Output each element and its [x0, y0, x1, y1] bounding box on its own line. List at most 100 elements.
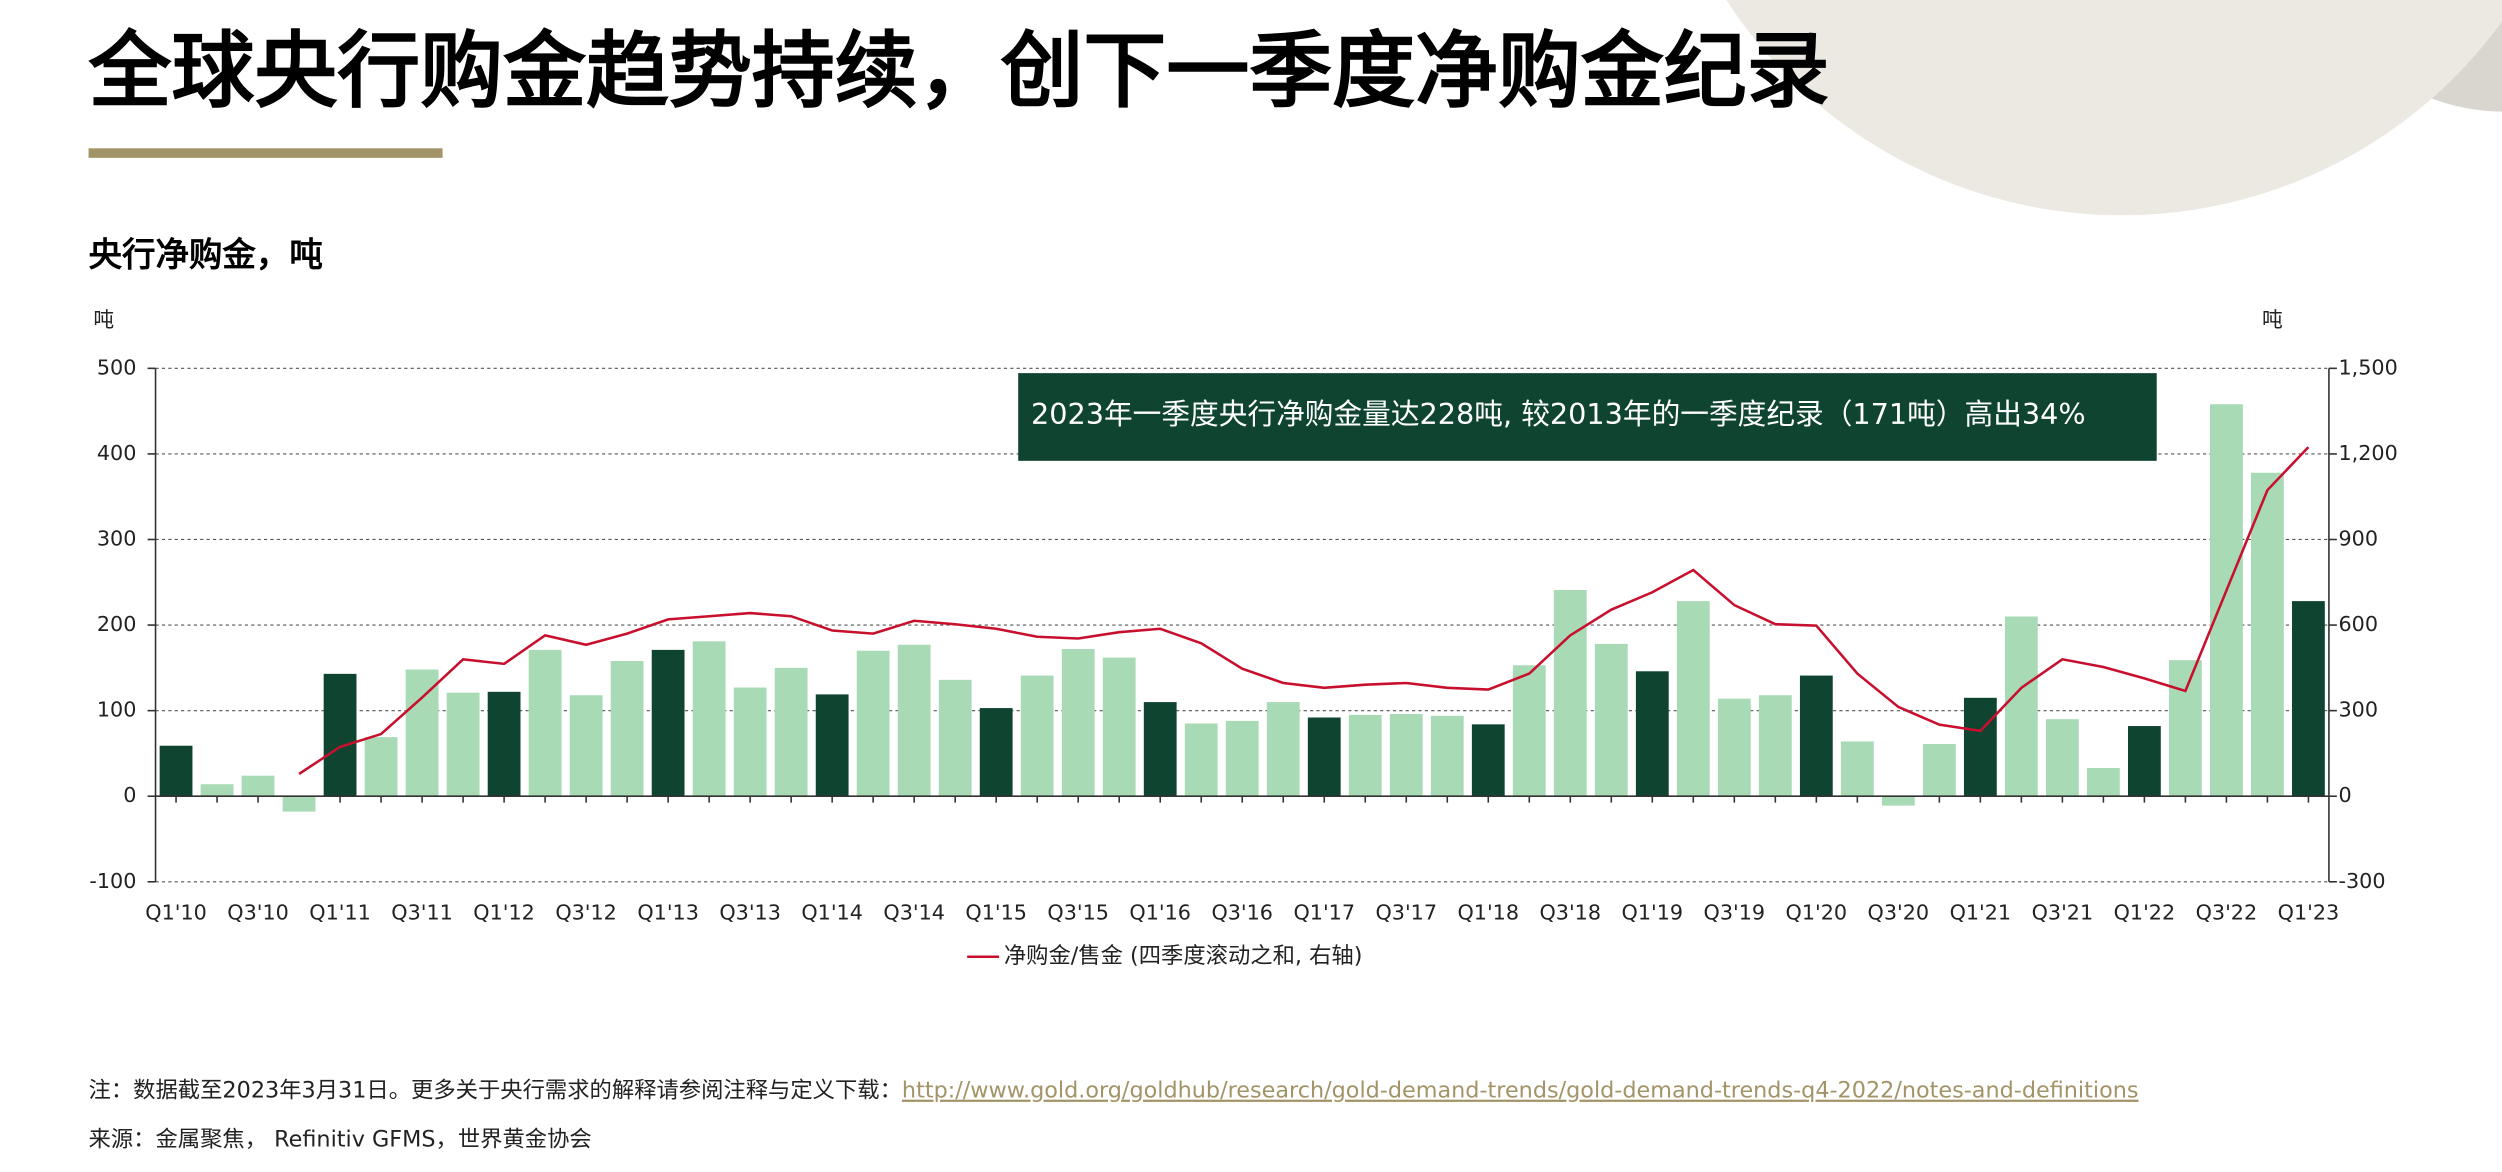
bar: [1471, 724, 1505, 797]
bar: [856, 650, 890, 797]
legend-label: 净购金/售金 (四季度滚动之和, 右轴): [1004, 943, 1363, 969]
chart-title: 央行净购金，吨: [89, 235, 323, 274]
bar: [528, 649, 562, 797]
x-tick-label: Q1'20: [1786, 901, 1848, 925]
title-underline: [88, 148, 443, 158]
x-tick-label: Q1'22: [2114, 901, 2176, 925]
y2-tick-label: 600: [2338, 612, 2378, 636]
bar: [405, 669, 439, 797]
x-tick-label: Q1'23: [2278, 901, 2340, 925]
bar: [1635, 671, 1669, 797]
x-tick-label: Q1'19: [1622, 901, 1684, 925]
bar: [1512, 665, 1546, 797]
bar: [2210, 404, 2243, 797]
y2-tick-label: 900: [2338, 526, 2378, 550]
y-tick-label: 500: [97, 355, 137, 379]
plot: -100 0 100 200 300 400 500 -300 0 300 600 900 1,200 1…: [89, 355, 2397, 969]
bar: [2045, 719, 2079, 797]
x-tick-label: Q3'17: [1375, 901, 1437, 925]
bar: [2251, 472, 2284, 797]
bar: [938, 679, 972, 797]
bar: [2292, 601, 2325, 797]
y-unit: 吨: [93, 308, 114, 332]
bar: [1184, 723, 1218, 797]
bar: [487, 691, 521, 797]
bar: [1061, 649, 1095, 797]
bar: [1143, 702, 1177, 797]
bar: [1430, 715, 1464, 797]
y2-tick-label: 300: [2338, 698, 2378, 722]
x-tick-label: Q1'17: [1293, 901, 1355, 925]
y2-unit: 吨: [2262, 308, 2283, 332]
annotation-box: [1018, 373, 2157, 461]
x-tick-label: Q1'14: [801, 901, 863, 925]
bar: [364, 737, 398, 797]
source: 来源：金属聚焦， Refinitiv GFMS，世界黄金协会: [89, 1127, 592, 1153]
bar: [1799, 675, 1833, 797]
bar: [2086, 767, 2120, 797]
x-tick-label: Q3'18: [1540, 901, 1602, 925]
bar: [1266, 702, 1300, 797]
x-tick-label: Q1'13: [637, 901, 699, 925]
y2-tick-label: 1,500: [2338, 355, 2397, 379]
bar: [200, 784, 234, 797]
x-tick-label: Q3'12: [555, 901, 617, 925]
bar: [1840, 741, 1874, 797]
y-tick-label: 200: [97, 612, 137, 636]
bar: [2168, 660, 2202, 797]
y-tick-label: -100: [89, 869, 136, 893]
bar: [610, 661, 644, 797]
bar: [815, 694, 849, 797]
x-tick-label: Q3'20: [1868, 901, 1930, 925]
line: [298, 446, 2310, 776]
note: 注：数据截至2023年3月31日。更多关于央行需求的解释请参阅注释与定义下载：h…: [89, 1077, 2139, 1103]
y-tick-label: 300: [97, 526, 137, 550]
x-tick-label: Q3'19: [1704, 901, 1766, 925]
bar: [241, 775, 275, 797]
bar: [1102, 657, 1136, 797]
y2-tick-label: -300: [2338, 869, 2385, 893]
bar: [1020, 675, 1054, 797]
x-tick-label: Q1'11: [309, 901, 371, 925]
y-tick-label: 100: [97, 698, 137, 722]
bar: [159, 745, 193, 797]
bar: [979, 708, 1013, 797]
x-tick-label: Q1'16: [1129, 901, 1191, 925]
x-tick-label: Q1'12: [473, 901, 535, 925]
bar: [282, 796, 316, 812]
bar: [692, 641, 726, 797]
x-tick-label: Q1'10: [145, 901, 207, 925]
y2-tick-label: 1,200: [2338, 441, 2397, 465]
bar: [897, 644, 931, 797]
page-title: 全球央行购金趋势持续，创下一季度净购金纪录: [88, 22, 1830, 119]
x-tick-label: Q3'21: [2032, 901, 2094, 925]
bar: [323, 673, 357, 797]
x-tick-label: Q3'13: [719, 901, 781, 925]
note-link[interactable]: http://www.gold.org/goldhub/research/gol…: [902, 1077, 2139, 1103]
x-tick-label: Q3'16: [1211, 901, 1273, 925]
bar: [1225, 720, 1259, 797]
bar: [1553, 589, 1587, 797]
bar: [733, 687, 767, 797]
bar: [569, 695, 603, 797]
bar: [2004, 616, 2038, 797]
bar: [1717, 698, 1751, 797]
bar: [1348, 714, 1382, 797]
y2-tick-label: 0: [2338, 783, 2351, 807]
decor-circle: [1726, 0, 2502, 216]
bar: [1389, 714, 1423, 797]
x-tick-label: Q3'15: [1047, 901, 1109, 925]
x-tick-label: Q3'11: [391, 901, 453, 925]
bar: [1676, 601, 1710, 797]
x-tick-label: Q3'22: [2196, 901, 2258, 925]
note-text: 注：数据截至2023年3月31日。更多关于央行需求的解释请参阅注释与定义下载：: [89, 1077, 902, 1103]
x-tick-label: Q1'18: [1457, 901, 1519, 925]
y-tick-label: 0: [123, 783, 136, 807]
annotation: 2023年一季度央行净购金量达228吨, 较2013年的一季度纪录（171吨）高…: [1031, 397, 2086, 431]
x-tick-label: Q3'14: [883, 901, 945, 925]
bar: [774, 667, 808, 797]
bar: [1758, 695, 1792, 797]
bar: [2127, 726, 2161, 797]
y-tick-label: 400: [97, 441, 137, 465]
